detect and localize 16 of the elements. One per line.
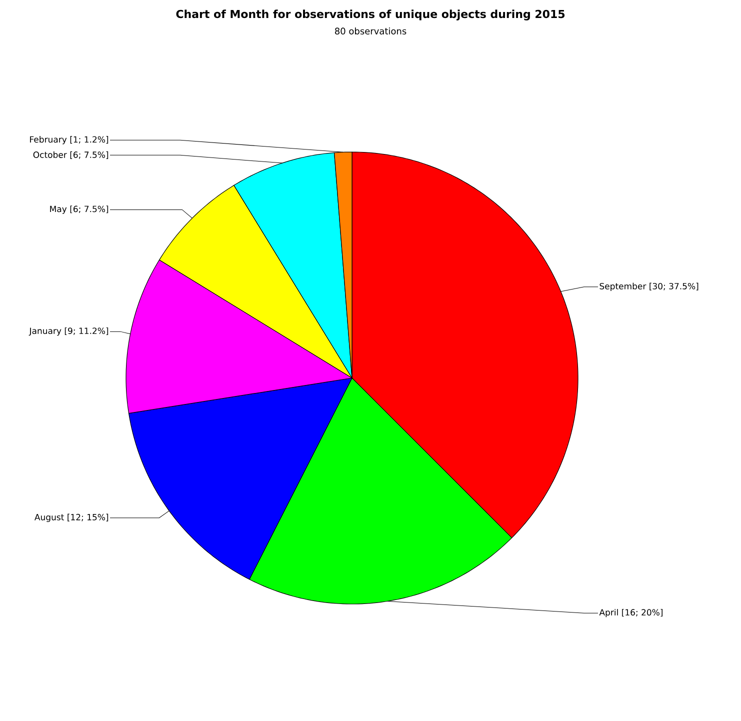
slice-label: April [599,608,618,618]
data-label: [30; 37.5%] [650,282,698,290]
chart-subtitle: 80 observations [335,28,406,34]
data-label: [6; 7.5%] [70,151,108,159]
slice-label: October [33,151,67,158]
chart-title: Chart of Month for observations of unique objects during 2015 [176,10,565,20]
slice-label: May [50,206,67,214]
slice-label: January [28,328,62,336]
data-label: [16; 20%] [622,608,662,617]
data-label: [12; 15%] [68,514,108,522]
slice-label: February [30,136,67,144]
data-label: [9; 11.2%] [64,327,108,336]
data-label: [1; 1.2%] [70,136,108,144]
slice-label: August [34,514,64,522]
slice-label: September [600,282,646,292]
data-label: [6; 7.5%] [70,206,108,214]
